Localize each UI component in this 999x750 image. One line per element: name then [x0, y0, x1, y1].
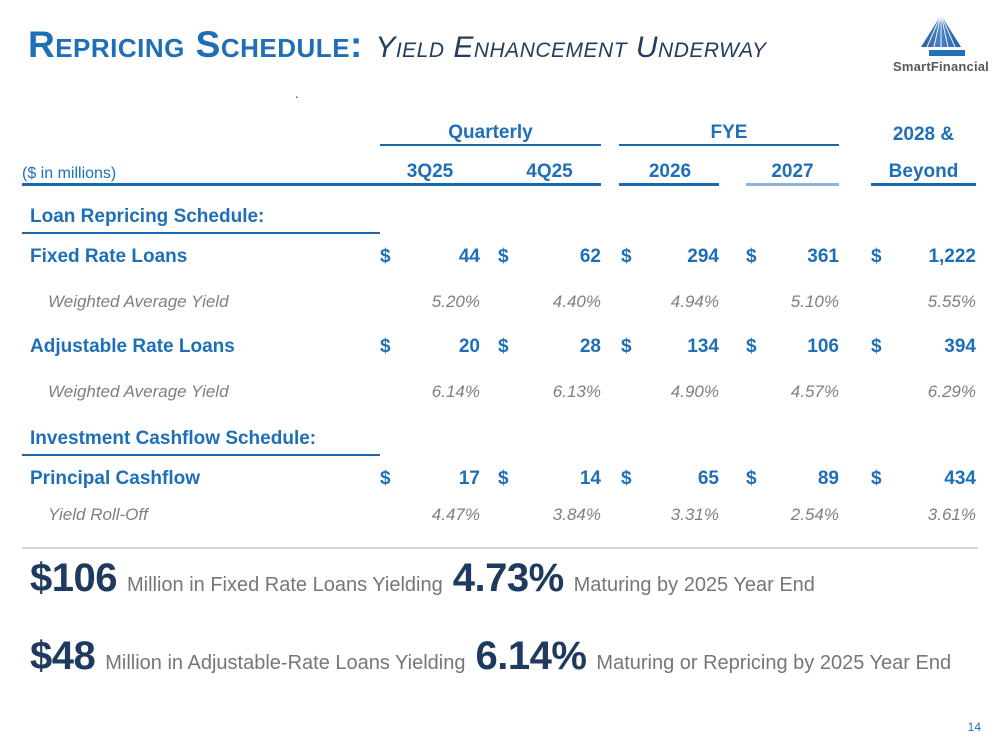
col-group-quarterly: Quarterly	[380, 122, 601, 146]
dollar-sign: $	[380, 335, 391, 357]
cell-value: 5.20%	[431, 291, 480, 311]
dollar-sign: $	[621, 335, 632, 357]
section-row: Investment Cashflow Schedule:	[22, 414, 978, 456]
dollar-sign: $	[498, 467, 509, 489]
dollar-sign: $	[871, 245, 882, 267]
table-row-fixed-yield: Weighted Average Yield 5.20% 4.40% 4.94%…	[22, 279, 978, 324]
cell-value: 294	[687, 245, 719, 267]
page-number: 14	[967, 720, 981, 734]
cell-value: 6.29%	[927, 381, 976, 401]
logo-text: SmartFinancial	[893, 59, 989, 74]
cell-value: 1,222	[928, 245, 976, 267]
dollar-sign: $	[871, 467, 882, 489]
section-row: Loan Repricing Schedule:	[22, 192, 978, 234]
col-header-beyond: Beyond	[871, 161, 976, 186]
title-main: Repricing Schedule:	[28, 24, 363, 65]
cell-value: 14	[579, 467, 601, 489]
table-group-header-row: Quarterly FYE 2028 &	[22, 112, 978, 148]
cell-value: 17	[458, 467, 480, 489]
cell-value: 89	[817, 467, 839, 489]
cell-value: 4.47%	[431, 505, 480, 524]
cell-value: 2.54%	[790, 505, 839, 524]
pyramid-icon	[893, 14, 989, 58]
cell-value: 28	[579, 335, 601, 357]
row-label: Principal Cashflow	[30, 467, 200, 489]
repricing-table: Quarterly FYE 2028 & ($ in millions) 3Q2…	[22, 112, 978, 549]
cell-value: 20	[458, 335, 480, 357]
callout-text: Maturing by 2025 Year End	[573, 574, 815, 596]
col-header-3q25: 3Q25	[380, 161, 480, 186]
unit-label: ($ in millions)	[22, 165, 380, 186]
cell-value: 5.10%	[790, 291, 839, 311]
callout-amount: $48	[30, 634, 96, 678]
section-investment-cashflow: Investment Cashflow Schedule:	[22, 428, 380, 456]
cell-value: 134	[687, 335, 719, 357]
callout-text: Million in Adjustable-Rate Loans Yieldin…	[105, 652, 466, 674]
table-row-principal-cashflow: Principal Cashflow $ 17 $ 14 $ 65 $ 89 $…	[22, 456, 978, 501]
cell-value: 62	[579, 245, 601, 267]
cell-value: 5.55%	[927, 291, 976, 311]
dollar-sign: $	[498, 335, 509, 357]
table-row-adjustable-yield: Weighted Average Yield 6.14% 6.13% 4.90%…	[22, 369, 978, 414]
dollar-sign: $	[621, 467, 632, 489]
dollar-sign: $	[380, 245, 391, 267]
callout-rate: 6.14%	[475, 634, 587, 678]
dollar-sign: $	[621, 245, 632, 267]
cell-value: 6.13%	[552, 381, 601, 401]
stray-period: .	[295, 86, 299, 101]
callout-text: Maturing or Repricing by 2025 Year End	[596, 652, 952, 674]
cell-value: 434	[944, 467, 976, 489]
dollar-sign: $	[746, 245, 757, 267]
callout-amount: $106	[30, 556, 117, 600]
row-label: Adjustable Rate Loans	[30, 335, 235, 357]
table-row-yield-rolloff: Yield Roll-Off 4.47% 3.84% 3.31% 2.54% 3…	[22, 501, 978, 549]
callout-adjustable-rate: $48 Million in Adjustable-Rate Loans Yie…	[30, 634, 961, 679]
col-group-2028-beyond: 2028 &	[892, 124, 955, 145]
cell-value: 4.94%	[670, 291, 719, 311]
row-label: Weighted Average Yield	[48, 381, 229, 401]
col-group-fye: FYE	[619, 122, 839, 146]
cell-value: 44	[458, 245, 480, 267]
cell-value: 6.14%	[431, 381, 480, 401]
dollar-sign: $	[498, 245, 509, 267]
cell-value: 106	[807, 335, 839, 357]
cell-value: 361	[807, 245, 839, 267]
callout-fixed-rate: $106 Million in Fixed Rate Loans Yieldin…	[30, 556, 825, 601]
row-label: Yield Roll-Off	[48, 505, 148, 524]
cell-value: 4.57%	[790, 381, 839, 401]
cell-value: 394	[944, 335, 976, 357]
cell-value: 3.31%	[670, 505, 719, 524]
table-row-adjustable-rate-loans: Adjustable Rate Loans $ 20 $ 28 $ 134 $ …	[22, 324, 978, 369]
col-header-4q25: 4Q25	[480, 161, 601, 186]
dollar-sign: $	[871, 335, 882, 357]
col-header-2026: 2026	[619, 161, 719, 186]
slide-title: Repricing Schedule: Yield Enhancement Un…	[28, 24, 767, 66]
dollar-sign: $	[746, 335, 757, 357]
callout-rate: 4.73%	[452, 556, 564, 600]
cell-value: 4.40%	[552, 291, 601, 311]
cell-value: 3.61%	[927, 505, 976, 524]
table-row-fixed-rate-loans: Fixed Rate Loans $ 44 $ 62 $ 294 $ 361 $…	[22, 234, 978, 279]
row-label: Weighted Average Yield	[48, 291, 229, 311]
col-header-2027: 2027	[746, 161, 839, 186]
dollar-sign: $	[380, 467, 391, 489]
callout-text: Million in Fixed Rate Loans Yielding	[126, 574, 443, 596]
section-loan-repricing: Loan Repricing Schedule:	[22, 206, 380, 234]
row-label: Fixed Rate Loans	[30, 245, 188, 267]
table-subheader-row: ($ in millions) 3Q25 4Q25 2026 2027 Beyo…	[22, 148, 978, 192]
cell-value: 65	[697, 467, 719, 489]
cell-value: 3.84%	[552, 505, 601, 524]
dollar-sign: $	[746, 467, 757, 489]
cell-value: 4.90%	[670, 381, 719, 401]
title-subtitle: Yield Enhancement Underway	[375, 31, 767, 64]
company-logo: SmartFinancial	[893, 14, 989, 74]
